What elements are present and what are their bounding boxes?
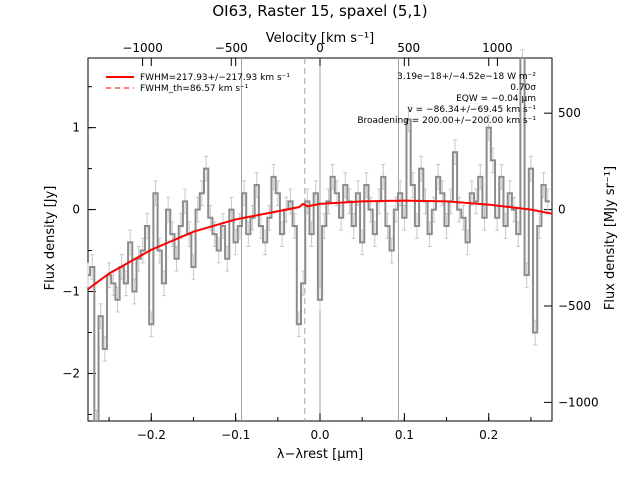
x-axis-label: λ−λrest [μm]: [277, 447, 363, 462]
top-tick-label: −1000: [122, 41, 163, 55]
y-tick-label: −2: [62, 366, 80, 380]
top-axis-label: Velocity [km s⁻¹]: [266, 31, 374, 46]
x-tick-label: −0.2: [137, 428, 166, 442]
right-tick-label: −1000: [558, 395, 599, 409]
y-axis-label-right: Flux density [MJy sr⁻¹]: [603, 166, 618, 310]
top-tick-label: 1000: [482, 41, 513, 55]
annotation-text: 0.70σ: [510, 83, 536, 93]
spectrum-line: [88, 57, 550, 422]
annotation-text: Broadening = 200.00+/−200.00 km s⁻¹: [357, 116, 536, 126]
y-tick-label: 0: [72, 203, 80, 217]
x-tick-label: 0.2: [479, 428, 498, 442]
y-tick-label: 1: [72, 121, 80, 135]
right-tick-label: 0: [558, 203, 566, 217]
legend-label-fwhm-th: FWHM_th=86.57 km s⁻¹: [140, 84, 249, 94]
x-tick-label: 0.1: [395, 428, 414, 442]
y-axis-label-left: Flux density [Jy]: [43, 186, 58, 291]
chart-title: OI63, Raster 15, spaxel (5,1): [212, 2, 427, 20]
legend-label-fwhm: FWHM=217.93+/−217.93 km s⁻¹: [140, 73, 290, 83]
right-tick-label: −500: [558, 299, 591, 313]
top-tick-label: 0: [316, 41, 324, 55]
annotation-text: v = −86.34+/−69.45 km s⁻¹: [407, 105, 536, 115]
top-tick-label: 500: [397, 41, 420, 55]
annotation-text: EQW = −0.04 μm: [456, 94, 536, 104]
x-tick-label: 0.0: [310, 428, 329, 442]
right-tick-label: 500: [558, 106, 581, 120]
y-tick-label: −1: [62, 285, 80, 299]
top-tick-label: −500: [215, 41, 248, 55]
fit-line: [87, 199, 553, 290]
x-tick-label: −0.1: [221, 428, 250, 442]
annotation-text: 3.19e−18+/−4.52e−18 W m⁻²: [397, 72, 536, 82]
